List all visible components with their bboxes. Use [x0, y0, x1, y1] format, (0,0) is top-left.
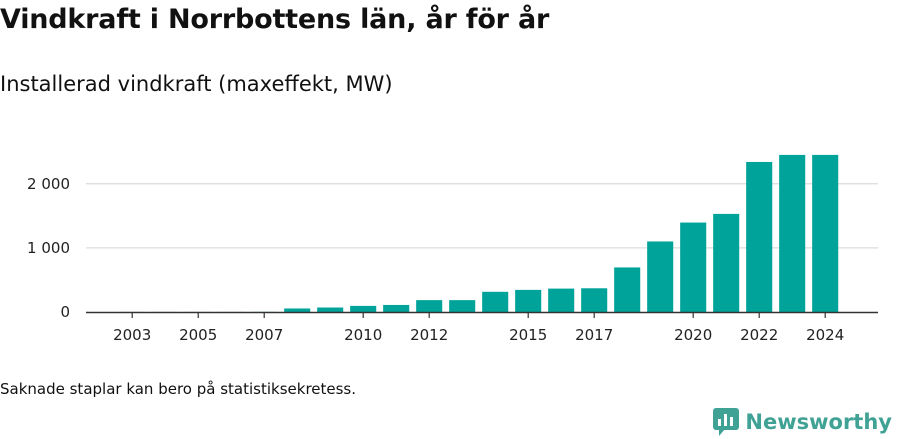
newsworthy-logo-icon [713, 408, 740, 436]
x-tick-label: 2020 [674, 326, 712, 344]
brand-name: Newsworthy [745, 410, 892, 434]
x-tick-label: 2003 [113, 326, 151, 344]
x-tick-label: 2017 [575, 326, 613, 344]
bar [614, 267, 641, 312]
bar [746, 161, 773, 312]
x-tick-label: 2010 [344, 326, 382, 344]
bar [680, 222, 707, 312]
bar [581, 288, 608, 312]
bar [812, 154, 839, 312]
x-tick-label: 2022 [740, 326, 778, 344]
x-tick-label: 2012 [410, 326, 448, 344]
bar [317, 307, 344, 312]
y-tick-label: 1 000 [27, 239, 70, 257]
x-tick-label: 2015 [509, 326, 547, 344]
chart-subtitle: Installerad vindkraft (maxeffekt, MW) [0, 72, 393, 96]
chart-title: Vindkraft i Norrbottens län, år för år [0, 4, 550, 35]
bar [548, 288, 575, 312]
bar-chart: 0 1 000 2 000 2003 2005 2007 2010 2012 2015 2017 2… [27, 154, 878, 344]
bar [350, 305, 377, 312]
bar [779, 154, 806, 312]
y-tick-label: 2 000 [27, 175, 70, 193]
x-tick-label: 2007 [245, 326, 283, 344]
x-tick-label: 2005 [179, 326, 217, 344]
bar [515, 289, 542, 312]
y-tick-label: 0 [60, 303, 70, 321]
bar [647, 241, 674, 312]
bar [482, 291, 509, 312]
bar [449, 300, 476, 312]
bar [284, 308, 311, 312]
footnote: Saknade staplar kan bero på statistiksek… [0, 380, 357, 398]
brand-logo[interactable]: Newsworthy [713, 405, 892, 439]
x-tick-label: 2024 [806, 326, 844, 344]
bar [416, 300, 443, 312]
bar [383, 304, 410, 312]
bar [713, 213, 740, 312]
